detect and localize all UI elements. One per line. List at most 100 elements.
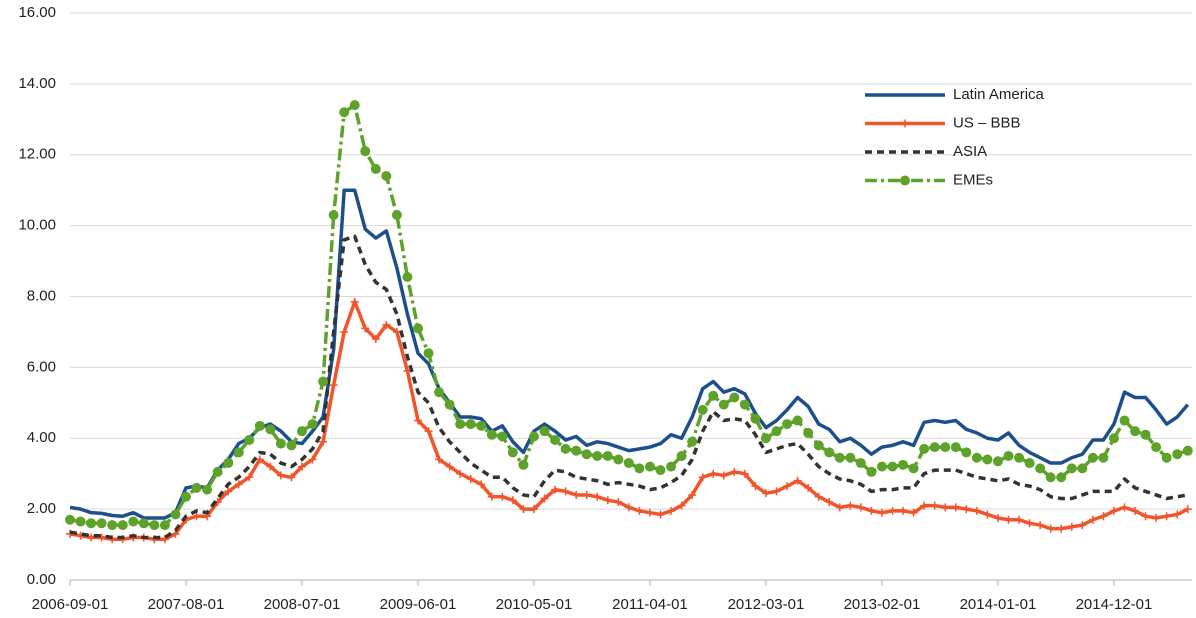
marker (128, 516, 139, 527)
marker (1036, 521, 1045, 530)
marker (888, 506, 897, 515)
marker (614, 498, 623, 507)
marker (413, 416, 422, 425)
marker (1161, 452, 1172, 463)
series (69, 234, 1189, 540)
marker (1078, 521, 1087, 530)
legend-marker (900, 175, 910, 186)
marker (318, 376, 329, 387)
marker (624, 503, 633, 512)
x-tick-label: 2007-08-01 (148, 596, 225, 613)
marker (308, 455, 317, 464)
marker (740, 469, 749, 478)
marker (729, 392, 740, 403)
marker (909, 508, 918, 517)
marker (202, 484, 213, 495)
marker (1140, 429, 1151, 440)
series-line (69, 234, 1189, 540)
marker (192, 512, 201, 521)
marker (423, 348, 434, 359)
marker (1003, 450, 1014, 461)
marker (941, 503, 950, 512)
marker (497, 431, 508, 442)
marker (1067, 522, 1076, 531)
marker (845, 452, 856, 463)
marker (1035, 463, 1046, 474)
marker (254, 420, 265, 431)
marker (456, 469, 465, 478)
marker (961, 447, 972, 458)
marker (149, 520, 160, 531)
marker (962, 505, 971, 514)
marker (1046, 524, 1055, 533)
marker (255, 455, 264, 464)
marker (561, 487, 570, 496)
marker (319, 437, 328, 446)
marker (212, 466, 223, 477)
x-tick-label: 2006-09-01 (32, 596, 109, 613)
marker (982, 454, 993, 465)
marker (1141, 512, 1150, 521)
marker (1066, 463, 1077, 474)
marker (876, 461, 887, 472)
y-tick-label: 2.00 (27, 500, 56, 517)
legend-label: ASIA (953, 143, 987, 160)
marker (138, 518, 149, 529)
marker (623, 458, 634, 469)
marker (434, 387, 445, 398)
marker (992, 456, 1003, 467)
marker (708, 390, 719, 401)
marker (677, 501, 686, 510)
marker (697, 404, 708, 415)
marker (455, 419, 466, 430)
marker (772, 487, 781, 496)
marker (528, 431, 539, 442)
marker (971, 452, 982, 463)
marker (370, 163, 381, 174)
marker (266, 462, 275, 471)
marker (371, 335, 380, 344)
marker (920, 501, 929, 510)
marker (1119, 415, 1130, 426)
marker (993, 513, 1002, 522)
marker (751, 482, 760, 491)
marker (760, 433, 771, 444)
y-tick-label: 0.00 (27, 571, 56, 588)
marker (730, 467, 739, 476)
y-tick-label: 4.00 (27, 429, 56, 446)
marker (307, 419, 318, 430)
marker (866, 466, 877, 477)
marker (1099, 512, 1108, 521)
marker (465, 419, 476, 430)
legend-label: EMEs (953, 171, 993, 188)
marker (180, 491, 191, 502)
marker (593, 492, 602, 501)
marker (899, 506, 908, 515)
marker (709, 469, 718, 478)
marker (581, 449, 592, 460)
marker (402, 272, 413, 283)
y-tick-label: 8.00 (27, 287, 56, 304)
marker (381, 171, 392, 182)
marker (424, 427, 433, 436)
marker (846, 501, 855, 510)
marker (1057, 524, 1066, 533)
marker (814, 492, 823, 501)
marker (698, 473, 707, 482)
marker (529, 505, 538, 514)
marker (919, 443, 930, 454)
marker (1056, 472, 1067, 483)
marker (86, 518, 97, 529)
marker (1130, 426, 1141, 437)
x-tick-label: 2010-05-01 (496, 596, 573, 613)
marker (644, 461, 655, 472)
marker (328, 209, 339, 220)
marker (1173, 510, 1182, 519)
marker (349, 100, 360, 111)
marker (1120, 503, 1129, 512)
marker (117, 520, 128, 531)
marker (435, 455, 444, 464)
marker (972, 506, 981, 515)
marker (950, 442, 961, 453)
marker (1014, 452, 1025, 463)
